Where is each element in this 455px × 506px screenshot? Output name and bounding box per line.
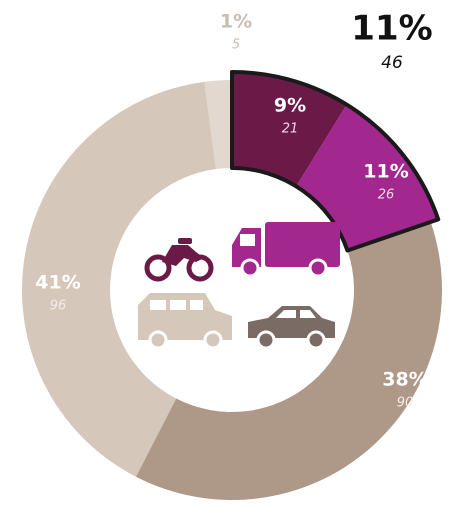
slice-percent: 41%	[35, 272, 80, 294]
donut-slice	[232, 72, 347, 187]
slice-count: 5	[232, 38, 240, 53]
slice-percent: 11%	[363, 161, 408, 183]
car-icon	[248, 306, 335, 350]
donut-slice	[204, 80, 232, 170]
slice-percent: 9%	[274, 95, 306, 117]
truck-icon	[232, 222, 340, 278]
slice-count: 26	[378, 188, 395, 203]
labels: 9% 21 11% 26 38% 90 41% 96 1% 5	[35, 11, 427, 411]
callout-count: 46	[381, 53, 403, 73]
slice-count: 21	[282, 122, 299, 137]
donut-slice	[21, 81, 216, 477]
slice-count: 96	[50, 299, 67, 314]
donut-slice	[135, 221, 442, 501]
callout-percent: 11%	[351, 9, 432, 49]
motorcycle-icon	[144, 238, 214, 282]
donut	[21, 70, 442, 501]
donut-slice	[296, 104, 439, 251]
slice-count: 90	[397, 396, 414, 411]
slice-percent: 1%	[220, 11, 252, 33]
highlight-outline	[230, 70, 441, 253]
slice-percent: 38%	[382, 369, 427, 391]
suv-icon	[138, 293, 232, 350]
